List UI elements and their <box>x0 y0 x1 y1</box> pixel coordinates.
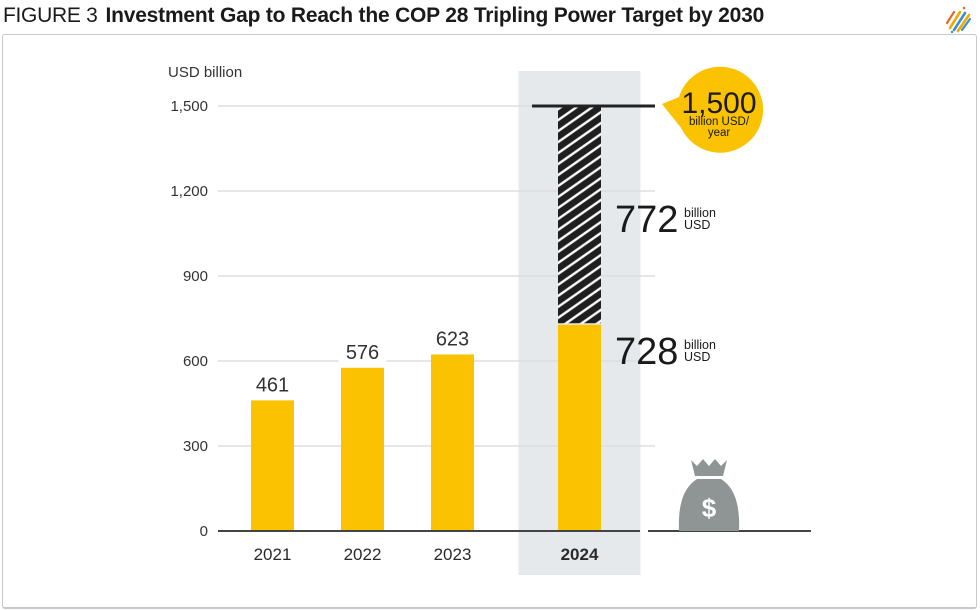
chart-frame <box>2 34 977 609</box>
money-bag-icon: $ <box>678 459 740 531</box>
target-unit-line2: year <box>708 127 731 139</box>
bar-label-bg <box>338 340 387 363</box>
y-axis-label: USD billion <box>168 64 242 81</box>
annotation-value: 772 <box>615 199 678 241</box>
bar-investment-2022 <box>341 367 384 531</box>
figure-label: FIGURE 3 <box>3 4 98 27</box>
bar-value-label-2021: 461 <box>256 374 289 396</box>
annotation-unit: billion <box>684 338 716 352</box>
x-tick-label-2023: 2023 <box>434 545 472 564</box>
bar-gap-2024 <box>558 106 601 324</box>
striped-logo-icon <box>945 6 972 34</box>
target-unit-line1: billion USD/ <box>689 116 750 128</box>
bar-investment-2021 <box>251 400 294 531</box>
bar-investment-2023 <box>431 354 474 531</box>
target-value: 1,500 <box>681 87 756 120</box>
x-tick-label-2024: 2024 <box>561 545 599 564</box>
annotation-unit: billion <box>684 206 716 220</box>
target-bubble-shape <box>662 66 764 153</box>
money-bag-body <box>678 479 740 531</box>
bar-value-label-2023: 623 <box>436 328 469 350</box>
dollar-symbol: $ <box>702 493 717 523</box>
annotation-value: 728 <box>615 331 678 373</box>
figure-heading: Investment Gap to Reach the COP 28 Tripl… <box>105 4 765 27</box>
y-tick-label: 300 <box>183 438 208 455</box>
annotation-unit: USD <box>684 218 710 232</box>
x-tick-label-2021: 2021 <box>254 545 292 564</box>
bar-label-bg <box>248 373 297 396</box>
target-bubble: 1,500 billion USD/ year <box>662 66 764 153</box>
x-tick-label-2022: 2022 <box>344 545 382 564</box>
bar-label-bg <box>428 327 477 350</box>
y-tick-label: 900 <box>183 268 208 285</box>
bar-investment-2024 <box>558 324 601 531</box>
y-tick-label: 600 <box>183 353 208 370</box>
y-tick-label: 0 <box>200 523 208 540</box>
money-bag-knot <box>691 459 727 476</box>
y-tick-label: 1,500 <box>170 98 208 115</box>
y-tick-label: 1,200 <box>170 183 208 200</box>
bar-value-label-2022: 576 <box>346 342 379 364</box>
annotation-unit: USD <box>684 350 710 364</box>
figure-title: FIGURE 3 Investment Gap to Reach the COP … <box>3 4 764 28</box>
